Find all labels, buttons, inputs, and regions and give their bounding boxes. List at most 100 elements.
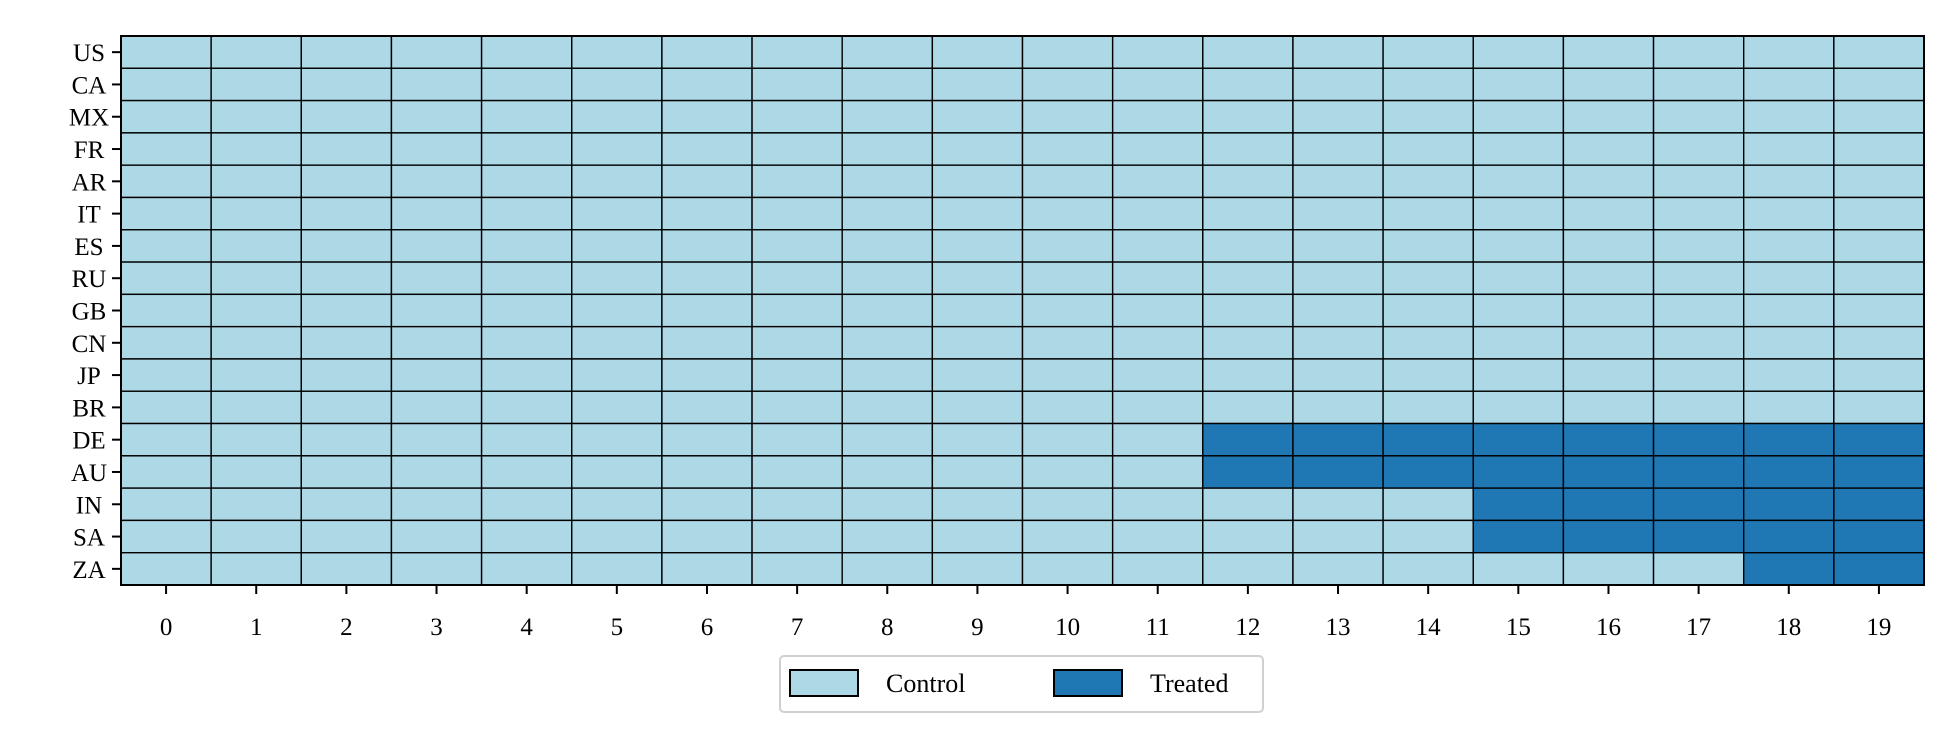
x-axis: 0 1 2 3 4 5 6 7 8 9 10 11 12 13 14 15 16 17 18 19 [160, 585, 1891, 641]
y-tick-label-br: BR [72, 395, 106, 422]
heatmap-cell-ar-5 [571, 164, 663, 199]
heatmap-cell-za-8 [841, 552, 934, 586]
heatmap-cell-it-6 [661, 196, 753, 231]
heatmap-cell-in-19 [1833, 487, 1925, 522]
heatmap-cell-gb-9 [931, 293, 1024, 328]
heatmap-cell-cn-12 [1202, 325, 1294, 360]
heatmap-cell-sa-2 [300, 519, 393, 554]
heatmap-cell-au-11 [1111, 455, 1204, 489]
y-tick-label-mx: MX [69, 105, 109, 132]
heatmap-cell-ru-0 [120, 261, 212, 296]
heatmap-cell-cn-18 [1742, 325, 1835, 360]
heatmap-cell-fr-0 [120, 132, 212, 166]
heatmap-cell-za-2 [300, 552, 393, 586]
heatmap-cell-fr-5 [571, 132, 663, 166]
heatmap-cell-es-6 [661, 229, 753, 263]
heatmap-cell-gb-15 [1472, 293, 1565, 328]
heatmap-cell-br-11 [1111, 390, 1204, 425]
heatmap-cell-br-19 [1833, 390, 1925, 425]
heatmap-cell-it-5 [571, 196, 663, 231]
heatmap-cell-br-6 [661, 390, 753, 425]
heatmap-cell-ca-17 [1652, 67, 1745, 102]
x-tick-label-7: 7 [791, 614, 804, 641]
heatmap-cell-it-7 [751, 196, 843, 231]
heatmap-cell-cn-10 [1021, 325, 1114, 360]
heatmap-cell-us-6 [661, 35, 753, 69]
heatmap-cell-au-15 [1472, 455, 1565, 489]
heatmap-cell-de-1 [210, 422, 302, 457]
heatmap-cell-de-2 [300, 422, 393, 457]
heatmap-cell-it-8 [841, 196, 934, 231]
heatmap-cell-us-19 [1833, 35, 1925, 69]
heatmap-cell-au-18 [1742, 455, 1835, 489]
heatmap-cell-de-8 [841, 422, 934, 457]
heatmap-cell-fr-19 [1833, 132, 1925, 166]
heatmap-cell-jp-11 [1111, 358, 1204, 392]
heatmap-cell-ru-1 [210, 261, 302, 296]
heatmap-cell-cn-6 [661, 325, 753, 360]
heatmap-cell-br-12 [1202, 390, 1294, 425]
heatmap-cell-in-15 [1472, 487, 1565, 522]
heatmap-cell-us-15 [1472, 35, 1565, 69]
heatmap-cell-au-0 [120, 455, 212, 489]
heatmap-cell-us-4 [480, 35, 573, 69]
heatmap-cell-ru-14 [1382, 261, 1474, 296]
x-tick-label-6: 6 [701, 614, 714, 641]
heatmap-cell-mx-13 [1292, 99, 1384, 134]
heatmap-cell-gb-12 [1202, 293, 1294, 328]
heatmap-cell-cn-4 [480, 325, 573, 360]
heatmap-cell-es-0 [120, 229, 212, 263]
heatmap-cell-ru-5 [571, 261, 663, 296]
heatmap-cell-cn-9 [931, 325, 1024, 360]
heatmap-cell-au-19 [1833, 455, 1925, 489]
heatmap-cell-es-16 [1562, 229, 1655, 263]
heatmap-cell-cn-7 [751, 325, 843, 360]
heatmap-cell-de-6 [661, 422, 753, 457]
heatmap-cell-sa-0 [120, 519, 212, 554]
heatmap-cell-sa-6 [661, 519, 753, 554]
heatmap-cell-gb-5 [571, 293, 663, 328]
heatmap-cell-mx-8 [841, 99, 934, 134]
heatmap-cell-us-7 [751, 35, 843, 69]
heatmap-cell-mx-18 [1742, 99, 1835, 134]
heatmap-cell-us-16 [1562, 35, 1655, 69]
heatmap-cell-fr-3 [390, 132, 483, 166]
y-tick-label-ru: RU [72, 266, 107, 293]
heatmap-cell-jp-9 [931, 358, 1024, 392]
heatmap-cell-ca-19 [1833, 67, 1925, 102]
heatmap-cell-br-2 [300, 390, 393, 425]
heatmap-cell-ru-18 [1742, 261, 1835, 296]
heatmap-cell-au-8 [841, 455, 934, 489]
heatmap-cell-us-10 [1021, 35, 1114, 69]
heatmap-cell-mx-0 [120, 99, 212, 134]
heatmap-cell-ru-19 [1833, 261, 1925, 296]
heatmap-cell-it-14 [1382, 196, 1474, 231]
x-tick-label-16: 16 [1596, 614, 1621, 641]
heatmap-cell-mx-3 [390, 99, 483, 134]
heatmap-cell-au-9 [931, 455, 1024, 489]
heatmap-cell-br-1 [210, 390, 302, 425]
heatmap-cell-es-12 [1202, 229, 1294, 263]
heatmap-cell-gb-3 [390, 293, 483, 328]
heatmap-cell-ca-12 [1202, 67, 1294, 102]
heatmap-cell-br-13 [1292, 390, 1384, 425]
heatmap-cell-gb-7 [751, 293, 843, 328]
heatmap-cell-za-3 [390, 552, 483, 586]
heatmap-cell-de-19 [1833, 422, 1925, 457]
heatmap-cell-jp-14 [1382, 358, 1474, 392]
heatmap-cell-jp-17 [1652, 358, 1745, 392]
heatmap-cell-sa-17 [1652, 519, 1745, 554]
heatmap-cell-fr-2 [300, 132, 393, 166]
heatmap-cell-sa-15 [1472, 519, 1565, 554]
heatmap-cell-mx-11 [1111, 99, 1204, 134]
heatmap-cell-de-7 [751, 422, 843, 457]
heatmap-cell-fr-14 [1382, 132, 1474, 166]
heatmap-cell-fr-11 [1111, 132, 1204, 166]
heatmap-cell-gb-0 [120, 293, 212, 328]
heatmap-cell-in-8 [841, 487, 934, 522]
heatmap-cell-ca-3 [390, 67, 483, 102]
heatmap-cell-br-7 [751, 390, 843, 425]
heatmap-cell-us-18 [1742, 35, 1835, 69]
heatmap-cell-de-17 [1652, 422, 1745, 457]
